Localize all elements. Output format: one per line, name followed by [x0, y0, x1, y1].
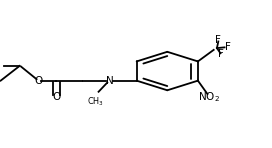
Text: F: F: [225, 42, 231, 52]
Text: O: O: [52, 92, 61, 102]
Text: F: F: [218, 49, 224, 59]
Text: F: F: [215, 35, 221, 45]
Text: NO$_2$: NO$_2$: [198, 90, 220, 104]
Text: CH$_3$: CH$_3$: [87, 96, 104, 108]
Text: O: O: [35, 76, 43, 86]
Text: N: N: [106, 76, 113, 86]
